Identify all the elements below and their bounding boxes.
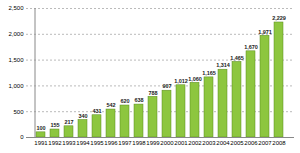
svg-text:1,000: 1,000 xyxy=(8,83,24,89)
svg-text:1,500: 1,500 xyxy=(8,57,24,63)
svg-text:1991: 1991 xyxy=(34,140,48,146)
svg-text:2,229: 2,229 xyxy=(272,15,286,21)
svg-text:542: 542 xyxy=(106,102,115,108)
svg-text:2007: 2007 xyxy=(258,140,272,146)
svg-text:1997: 1997 xyxy=(118,140,132,146)
svg-text:1996: 1996 xyxy=(104,140,118,146)
svg-text:2001: 2001 xyxy=(174,140,188,146)
svg-text:2,500: 2,500 xyxy=(8,5,24,11)
svg-text:907: 907 xyxy=(162,83,171,89)
svg-text:100: 100 xyxy=(36,125,45,131)
svg-text:1998: 1998 xyxy=(132,140,146,146)
svg-text:500: 500 xyxy=(13,109,24,115)
svg-text:638: 638 xyxy=(134,97,143,103)
svg-text:620: 620 xyxy=(120,98,129,104)
svg-text:1,314: 1,314 xyxy=(216,62,231,68)
svg-text:155: 155 xyxy=(50,122,59,128)
svg-text:2,000: 2,000 xyxy=(8,31,24,37)
svg-text:217: 217 xyxy=(64,119,73,125)
svg-text:0: 0 xyxy=(20,134,24,140)
svg-text:2005: 2005 xyxy=(230,140,244,146)
svg-text:788: 788 xyxy=(148,90,157,96)
svg-text:1,465: 1,465 xyxy=(230,55,244,61)
svg-text:1,670: 1,670 xyxy=(244,44,258,50)
svg-text:2002: 2002 xyxy=(188,140,202,146)
svg-text:431: 431 xyxy=(92,108,101,114)
svg-text:1994: 1994 xyxy=(76,140,90,146)
svg-text:2006: 2006 xyxy=(244,140,258,146)
svg-text:1,165: 1,165 xyxy=(202,70,216,76)
svg-text:1999: 1999 xyxy=(146,140,160,146)
svg-text:1992: 1992 xyxy=(48,140,62,146)
svg-text:1,971: 1,971 xyxy=(258,29,272,35)
svg-text:2003: 2003 xyxy=(202,140,216,146)
svg-text:2008: 2008 xyxy=(272,140,286,146)
svg-text:1995: 1995 xyxy=(90,140,104,146)
svg-text:1993: 1993 xyxy=(62,140,76,146)
svg-text:1,060: 1,060 xyxy=(188,76,202,82)
svg-text:1,012: 1,012 xyxy=(174,78,188,84)
svg-text:340: 340 xyxy=(78,113,87,119)
svg-text:2000: 2000 xyxy=(160,140,174,146)
svg-text:2004: 2004 xyxy=(216,140,230,146)
